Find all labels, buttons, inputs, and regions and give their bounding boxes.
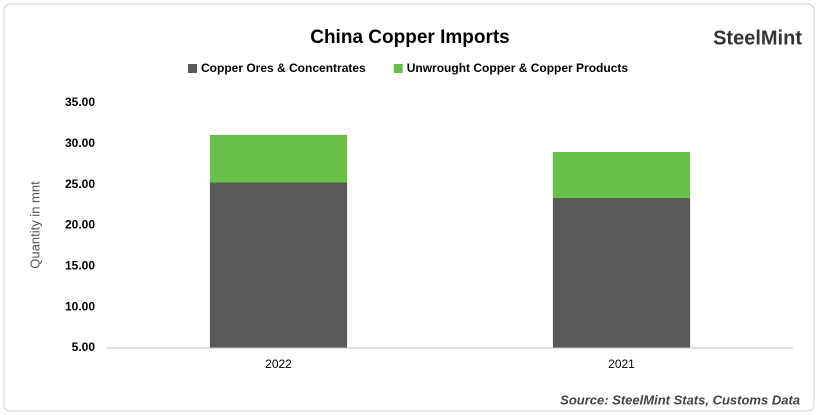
y-tick-label: 35.00 (65, 95, 95, 109)
legend-swatch (188, 64, 197, 73)
y-tick-label: 30.00 (65, 136, 95, 150)
legend-label: Unwrought Copper & Copper Products (407, 61, 629, 75)
bar-segment (209, 182, 348, 348)
y-tick-label: 25.00 (65, 177, 95, 191)
bar-segment (209, 134, 348, 183)
legend-swatch (393, 64, 403, 73)
bar-segment (552, 197, 691, 348)
legend-label: Copper Ores & Concentrates (201, 61, 366, 75)
y-tick-label: 10.00 (65, 299, 95, 313)
brand-logo: SteelMint (713, 27, 802, 49)
y-axis-label: Quantity in mnt (27, 181, 42, 269)
bar-segment (552, 152, 691, 198)
y-tick-label: 5.00 (72, 340, 96, 354)
y-tick-label: 15.00 (65, 259, 95, 273)
x-tick-label: 2021 (608, 357, 635, 371)
chart-title: China Copper Imports (310, 27, 510, 48)
x-tick-label: 2022 (265, 357, 292, 371)
source-note: Source: SteelMint Stats, Customs Data (560, 392, 800, 407)
y-tick-label: 20.00 (65, 218, 95, 232)
